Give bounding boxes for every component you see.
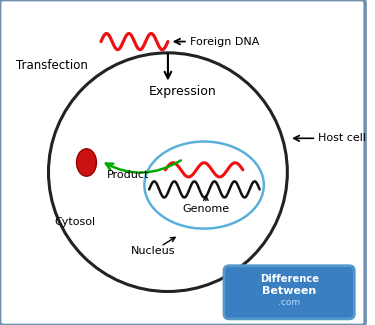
Ellipse shape [48,53,287,292]
Text: Cytosol: Cytosol [54,217,95,227]
Text: Foreign DNA: Foreign DNA [190,37,259,46]
FancyBboxPatch shape [0,0,365,325]
Text: Nucleus: Nucleus [131,246,176,256]
FancyArrowPatch shape [106,161,181,173]
Text: Between: Between [262,286,316,295]
Text: Product: Product [106,170,149,180]
Text: Genome: Genome [182,204,230,214]
Text: Host cell: Host cell [318,133,366,143]
FancyBboxPatch shape [224,266,354,319]
Text: .com: .com [278,298,300,307]
Text: Difference: Difference [260,274,319,284]
Text: Expression: Expression [148,85,216,98]
Ellipse shape [144,142,264,228]
Text: Transfection: Transfection [16,59,88,72]
Ellipse shape [76,149,96,176]
